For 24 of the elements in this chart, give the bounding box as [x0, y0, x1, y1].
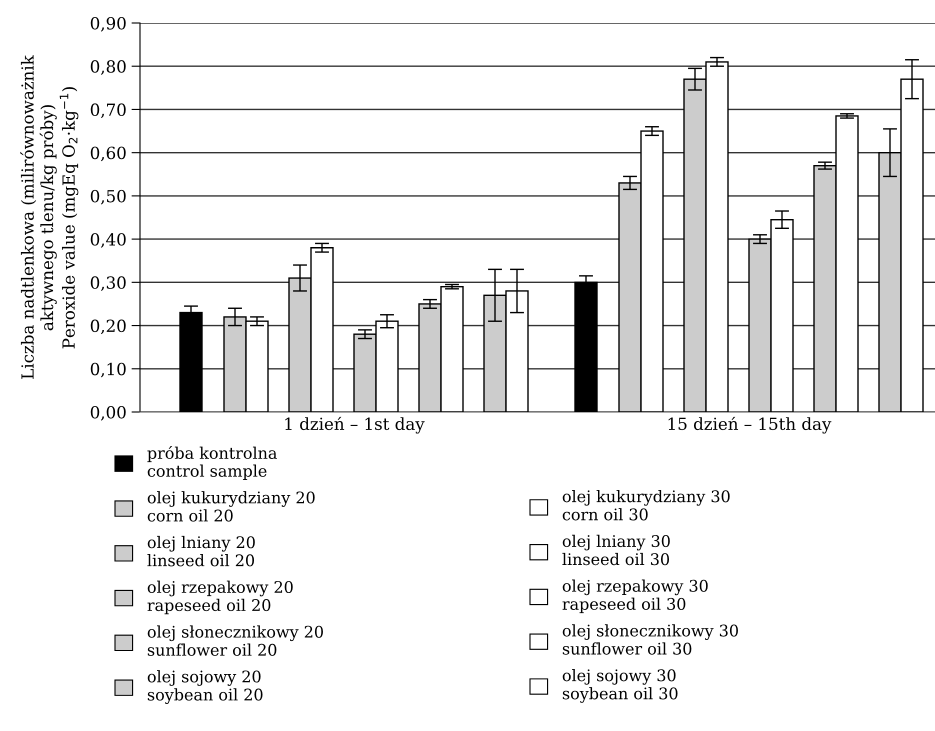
legend-label: olej rzepakowy 20 rapeseed oil 20: [148, 580, 293, 614]
y-tick-label: 0,90: [90, 16, 126, 32]
legend-label: olej słonecznikowy 30 sunflower oil 30: [562, 624, 738, 655]
y-tick-label: 0,10: [90, 362, 126, 378]
y-axis-title: Liczba nadtlenkowa (milirównoważnik aktywnego tlenu/kg próby) Peroxide value (mgEq O$_{2}$·kg$^{−1}$): [20, 55, 78, 379]
x-tick-label: 15 dzień – 15th day: [668, 416, 832, 434]
legend-label: olej sojowy 20 soybean oil 20: [148, 670, 263, 704]
y-tick-label: 0,80: [90, 60, 126, 75]
legend-label: olej sojowy 30 soybean oil 30: [562, 669, 678, 703]
x-tick-label: 1 dzień – 1st day: [285, 416, 425, 434]
legend-label: olej rzepakowy 30 rapeseed oil 30: [562, 580, 708, 614]
y-tick-label: 0,70: [90, 103, 126, 118]
legend-label: olej lniany 20 linseed oil 20: [147, 536, 255, 566]
legend-label: olej słonecznikowy 20 sunflower oil 20: [148, 625, 323, 656]
y-tick-label: 0,60: [90, 146, 126, 162]
legend-label: olej kukurydziany 30 corn oil 30: [562, 490, 730, 520]
legend-label: olej kukurydziany 20 corn oil 20: [148, 491, 315, 522]
y-tick-label: 0,50: [90, 190, 126, 204]
y-tick-label: 0,30: [90, 276, 126, 291]
legend-label: próba kontrolna control sample: [147, 446, 277, 480]
legend-label: olej lniany 30 linseed oil 30: [562, 534, 670, 566]
y-tick-label: 0,00: [90, 406, 126, 421]
y-tick-label: 0,40: [90, 233, 126, 248]
y-tick-label: 0,20: [90, 320, 126, 334]
